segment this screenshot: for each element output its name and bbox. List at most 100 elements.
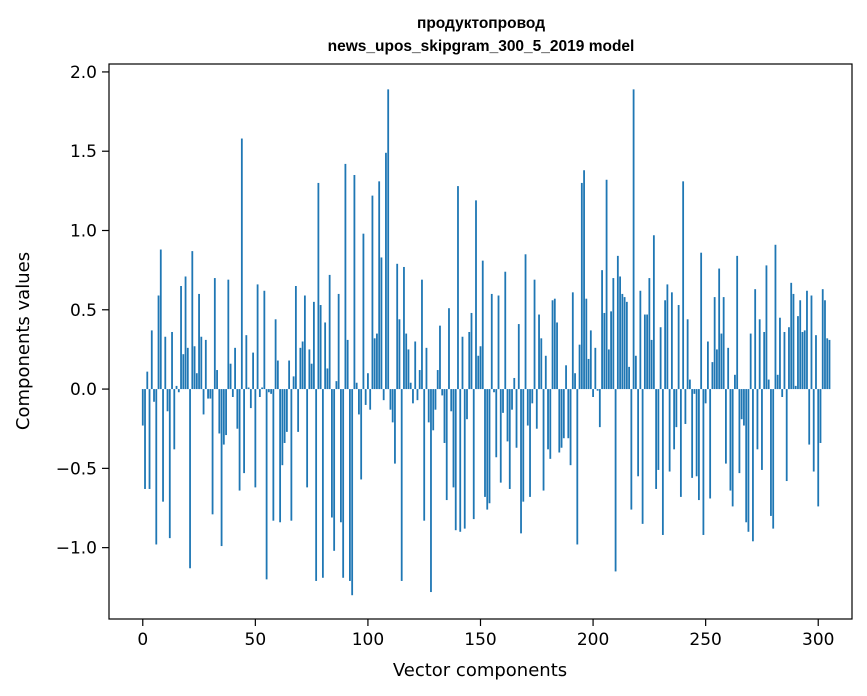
bar-13 <box>171 331 173 390</box>
bar-176 <box>538 314 540 390</box>
bar-120 <box>412 389 414 404</box>
bar-243 <box>688 379 691 390</box>
bar-61 <box>279 389 282 523</box>
bar-193 <box>576 389 579 545</box>
bar-9 <box>162 389 164 502</box>
bar-249 <box>702 389 705 535</box>
bar-94 <box>353 175 356 390</box>
bar-251 <box>707 341 709 390</box>
bar-301 <box>819 389 822 443</box>
bar-241 <box>684 389 687 424</box>
bar-87 <box>337 293 340 390</box>
bar-214 <box>623 297 626 390</box>
bar-295 <box>806 290 808 390</box>
bar-300 <box>817 389 820 507</box>
bar-177 <box>540 338 543 390</box>
bar-1 <box>144 389 146 489</box>
bar-259 <box>725 389 727 464</box>
bar-208 <box>610 311 612 390</box>
y-tick-label: 1.0 <box>70 222 97 242</box>
bar-172 <box>529 389 531 497</box>
bar-230 <box>659 327 662 390</box>
bar-162 <box>506 389 509 442</box>
bar-68 <box>294 286 297 390</box>
bar-12 <box>168 389 171 539</box>
bar-33 <box>216 370 218 390</box>
bar-276 <box>763 331 766 390</box>
bar-15 <box>175 385 178 390</box>
bar-202 <box>596 389 599 391</box>
bar-93 <box>351 389 354 596</box>
x-tick-label: 250 <box>689 630 721 650</box>
bar-63 <box>283 389 286 443</box>
bar-271 <box>752 389 754 542</box>
bar-153 <box>486 389 489 510</box>
bar-250 <box>704 389 707 404</box>
bar-66 <box>290 389 293 521</box>
bar-108 <box>385 152 387 390</box>
bar-107 <box>382 389 385 401</box>
bar-71 <box>301 341 304 390</box>
bar-8 <box>159 249 162 390</box>
bar-64 <box>285 389 288 432</box>
bar-302 <box>821 289 824 390</box>
bar-228 <box>655 389 658 489</box>
bar-296 <box>808 389 811 445</box>
bar-55 <box>265 389 268 580</box>
bar-167 <box>517 324 520 390</box>
bar-203 <box>598 389 601 428</box>
bar-194 <box>578 344 581 390</box>
bar-159 <box>499 389 502 483</box>
bar-262 <box>731 389 734 507</box>
bar-5 <box>153 389 155 402</box>
bar-25 <box>198 293 200 390</box>
bar-244 <box>691 389 694 478</box>
x-tick-label: 0 <box>137 630 148 650</box>
bar-190 <box>569 389 572 466</box>
bar-113 <box>396 263 399 390</box>
bar-11 <box>166 389 169 412</box>
bar-150 <box>479 346 482 390</box>
bar-263 <box>734 374 736 390</box>
bar-52 <box>258 389 261 397</box>
bar-264 <box>736 255 739 390</box>
bar-142 <box>461 336 464 390</box>
x-tick-label: 300 <box>802 630 834 650</box>
bar-58 <box>272 389 275 521</box>
bar-106 <box>380 257 383 390</box>
bar-135 <box>445 389 448 501</box>
bar-34 <box>218 389 221 434</box>
y-tick-label: 1.5 <box>70 142 97 162</box>
bar-274 <box>758 319 761 390</box>
bar-133 <box>441 389 444 396</box>
bar-175 <box>535 389 538 429</box>
bar-73 <box>306 389 309 488</box>
bar-69 <box>297 389 300 432</box>
bar-77 <box>315 389 318 581</box>
bar-185 <box>558 389 561 453</box>
bar-205 <box>603 312 606 390</box>
bar-104 <box>376 333 378 390</box>
bar-256 <box>718 268 721 390</box>
bar-213 <box>621 293 624 390</box>
bar-236 <box>673 389 676 450</box>
bar-20 <box>186 347 189 390</box>
bar-151 <box>481 260 484 390</box>
bar-124 <box>421 279 423 390</box>
bar-78 <box>317 182 320 390</box>
bar-269 <box>747 389 750 532</box>
bar-211 <box>616 255 619 390</box>
bar-261 <box>729 389 732 491</box>
bar-46 <box>245 335 248 390</box>
bar-279 <box>770 389 772 516</box>
bar-242 <box>686 319 689 390</box>
bar-178 <box>542 389 545 491</box>
bar-128 <box>430 389 432 593</box>
bar-217 <box>630 389 633 510</box>
bar-297 <box>810 295 813 390</box>
bar-200 <box>592 389 594 397</box>
bar-30 <box>209 389 212 399</box>
bar-257 <box>720 333 723 390</box>
x-tick-label: 100 <box>352 630 384 650</box>
bar-57 <box>270 389 273 394</box>
